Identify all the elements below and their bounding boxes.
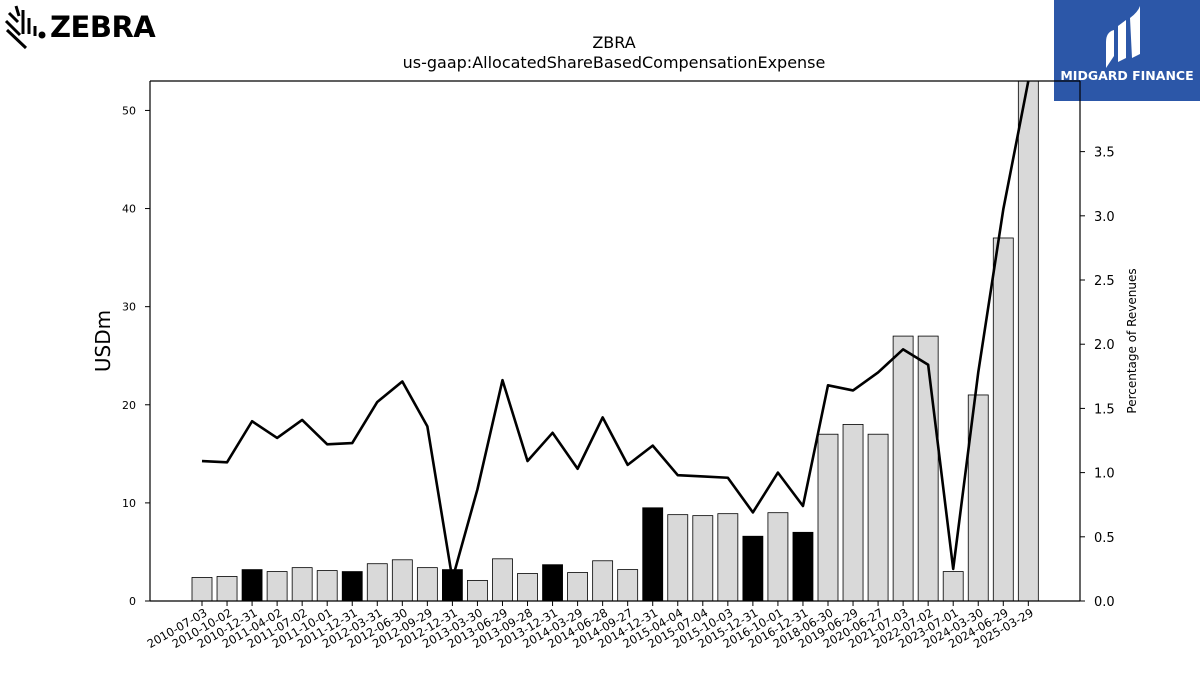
bar-2019-06-29 — [842, 423, 864, 602]
bar-2010-10-02 — [216, 576, 238, 602]
y2-tick-label: 2.0 — [1094, 338, 1115, 353]
y-axis-label: USDm — [91, 310, 115, 372]
y-tick-label: 50 — [122, 104, 136, 117]
bar-2014-06-28 — [592, 560, 614, 602]
chart-subtitle: us-gaap:AllocatedShareBasedCompensationE… — [403, 53, 826, 72]
y2-tick-label: 0.0 — [1094, 595, 1115, 610]
bar-2013-06-29 — [492, 558, 513, 602]
y2-tick-label: 3.0 — [1094, 210, 1115, 225]
midgard-finance-name: MIDGARD FINANCE — [1060, 68, 1194, 83]
bar-2012-03-31 — [366, 563, 388, 602]
bar-2015-07-04 — [692, 515, 714, 602]
bar-2013-12-31 — [542, 564, 563, 602]
bar-2011-10-01 — [316, 570, 338, 602]
bar-2024-06-29 — [992, 237, 1014, 602]
zebra-head-icon — [4, 5, 46, 50]
chart-title: ZBRA — [592, 33, 635, 52]
bar-2012-09-29 — [416, 567, 438, 602]
bar-2021-07-03 — [892, 335, 914, 602]
y2-tick-label: 3.5 — [1094, 146, 1115, 161]
bar-2012-06-30 — [391, 559, 413, 602]
bar-2015-10-03 — [717, 513, 739, 602]
bar-2020-06-27 — [867, 433, 889, 602]
y-tick-label: 40 — [122, 203, 136, 216]
y2-tick-label: 0.5 — [1094, 531, 1115, 546]
bar-2013-03-30 — [467, 579, 488, 602]
zebra-logo-text: ZEBRA — [50, 10, 156, 44]
bar-2011-12-31 — [341, 571, 363, 602]
bar-2014-12-31 — [642, 507, 664, 602]
y-tick-label: 0 — [129, 595, 136, 608]
bar-2018-06-30 — [817, 433, 839, 602]
percentage-of-revenues-line — [201, 80, 1030, 581]
y2-tick-label: 2.5 — [1094, 274, 1115, 289]
bar-2016-12-31 — [792, 531, 814, 602]
y2-axis-label: Percentage of Revenues — [1125, 268, 1139, 413]
bar-2016-10-01 — [767, 512, 789, 602]
bar-2014-03-29 — [567, 572, 588, 602]
bar-2015-04-04 — [667, 514, 689, 602]
midgard-logo-icon — [1106, 6, 1140, 68]
y-tick-label: 10 — [122, 497, 136, 510]
y-tick-label: 20 — [122, 399, 136, 412]
y2-tick-label: 1.5 — [1094, 402, 1115, 417]
bar-2013-09-28 — [517, 573, 538, 602]
bar-2010-07-03 — [191, 577, 213, 602]
bar-2010-12-31 — [241, 569, 263, 602]
bar-2011-04-02 — [266, 571, 288, 602]
bar-2023-07-01 — [942, 571, 964, 602]
bar-2014-09-27 — [617, 569, 639, 602]
y-tick-label: 30 — [122, 301, 136, 314]
midgard-finance-badge: MIDGARD FINANCE — [1054, 0, 1200, 101]
bar-2011-07-02 — [291, 567, 313, 602]
plot-area: 010203040500.00.51.01.52.02.53.03.52010-… — [122, 80, 1115, 651]
bar-2022-07-02 — [917, 335, 939, 602]
zebra-logo: ZEBRA — [4, 4, 156, 52]
y2-tick-label: 1.0 — [1094, 467, 1115, 482]
bar-2025-03-29 — [1017, 80, 1039, 602]
bar-2015-12-31 — [742, 535, 764, 602]
